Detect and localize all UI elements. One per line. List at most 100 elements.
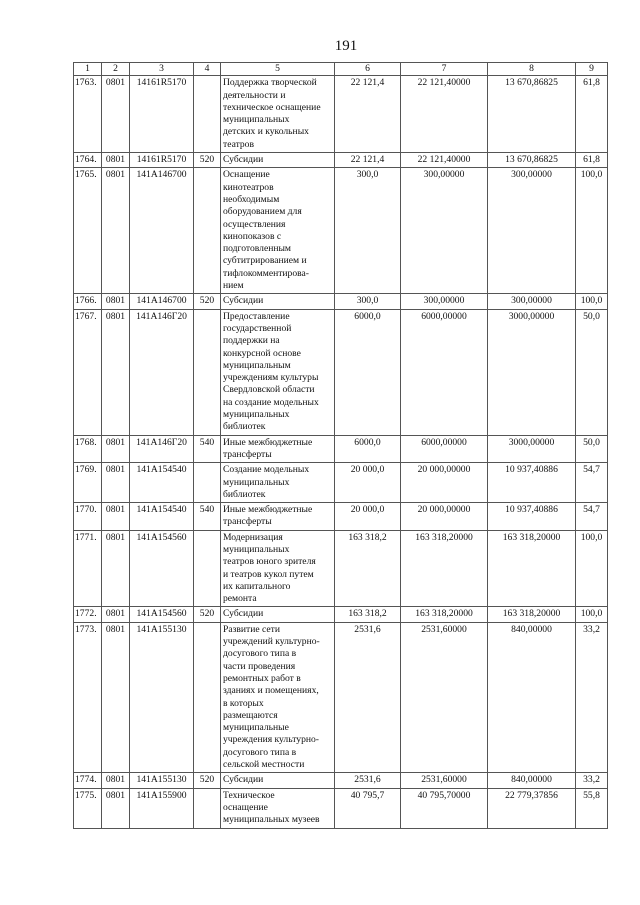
execution-percent-cell: 100,0	[575, 167, 608, 295]
description-cell: Иные межбюджетные трансферты	[220, 502, 335, 531]
execution-percent-cell: 61,8	[575, 75, 608, 154]
table-row: 1770. 0801 141A154540 540 Иные межбюджетные …	[73, 502, 608, 531]
page-number: 191	[334, 38, 358, 54]
table-row: 1763. 0801 14161R5170 Поддержка творческой …	[73, 75, 608, 154]
column-header-5: 5	[220, 61, 335, 77]
section-code-cell: 0801	[101, 529, 130, 608]
execution-percent-cell: 100,0	[575, 293, 608, 310]
description-cell: Субсидии	[220, 772, 335, 789]
target-code-cell: 141A146700	[129, 293, 194, 310]
table-row: 1768. 0801 141A146Г20 540 Иные межбюджетные …	[73, 434, 608, 464]
planned-amount-cell: 22 121,4	[334, 152, 401, 169]
expense-type-cell: 520	[193, 152, 221, 169]
description-cell: Создание модельных муниципальных библиот…	[220, 462, 335, 504]
approved-amount-cell: 6000,00000	[400, 434, 488, 464]
executed-amount-cell: 840,00000	[487, 621, 576, 774]
expense-type-cell: 520	[193, 293, 221, 310]
section-code-cell: 0801	[101, 152, 130, 169]
table-row: 1764. 0801 14161R5170 520 Субсидии 22 121,4 22…	[73, 152, 608, 169]
description-cell: Субсидии	[220, 606, 335, 623]
row-number-cell: 1763.	[73, 75, 102, 154]
description-cell: Поддержка творческой деятельности и техн…	[220, 75, 335, 154]
planned-amount-cell: 163 318,2	[334, 606, 401, 623]
approved-amount-cell: 20 000,00000	[400, 462, 488, 504]
executed-amount-cell: 3000,00000	[487, 308, 576, 436]
table-row: 1767. 0801 141A146Г20 Предоставление госуда…	[73, 308, 608, 436]
description-cell: Модернизация муниципальных театров юного…	[220, 529, 335, 608]
execution-percent-cell: 33,2	[575, 621, 608, 774]
description-cell: Предоставление государственной поддержки…	[220, 308, 335, 436]
approved-amount-cell: 22 121,40000	[400, 152, 488, 169]
execution-percent-cell: 100,0	[575, 606, 608, 623]
table-row: 1775. 0801 141A155900 Техническое оснащение…	[73, 787, 608, 829]
execution-percent-cell: 61,8	[575, 152, 608, 169]
approved-amount-cell: 163 318,20000	[400, 606, 488, 623]
approved-amount-cell: 20 000,00000	[400, 502, 488, 531]
planned-amount-cell: 6000,0	[334, 434, 401, 464]
description-cell: Техническое оснащение муниципальных музе…	[220, 787, 335, 829]
target-code-cell: 141A154540	[129, 502, 194, 531]
planned-amount-cell: 2531,6	[334, 621, 401, 774]
section-code-cell: 0801	[101, 167, 130, 295]
row-number-cell: 1774.	[73, 772, 102, 789]
description-cell: Иные межбюджетные трансферты	[220, 434, 335, 464]
table-row: 1769. 0801 141A154540 Создание модельных му…	[73, 462, 608, 504]
column-header-8: 8	[487, 61, 576, 77]
target-code-cell: 141A146700	[129, 167, 194, 295]
row-number-cell: 1767.	[73, 308, 102, 436]
column-header-3: 3	[129, 61, 194, 77]
target-code-cell: 141A146Г20	[129, 434, 194, 464]
approved-amount-cell: 6000,00000	[400, 308, 488, 436]
expense-type-cell	[193, 167, 221, 295]
column-header-1: 1	[73, 61, 102, 77]
column-header-9: 9	[575, 61, 608, 77]
expense-type-cell	[193, 462, 221, 504]
planned-amount-cell: 6000,0	[334, 308, 401, 436]
row-number-cell: 1764.	[73, 152, 102, 169]
section-code-cell: 0801	[101, 502, 130, 531]
row-number-cell: 1772.	[73, 606, 102, 623]
executed-amount-cell: 10 937,40886	[487, 462, 576, 504]
expense-type-cell: 520	[193, 606, 221, 623]
executed-amount-cell: 3000,00000	[487, 434, 576, 464]
description-cell: Оснащение кинотеатров необходимым оборуд…	[220, 167, 335, 295]
row-number-cell: 1765.	[73, 167, 102, 295]
planned-amount-cell: 300,0	[334, 167, 401, 295]
approved-amount-cell: 2531,60000	[400, 621, 488, 774]
row-number-cell: 1766.	[73, 293, 102, 310]
row-number-cell: 1775.	[73, 787, 102, 829]
execution-percent-cell: 100,0	[575, 529, 608, 608]
executed-amount-cell: 10 937,40886	[487, 502, 576, 531]
section-code-cell: 0801	[101, 606, 130, 623]
approved-amount-cell: 40 795,70000	[400, 787, 488, 829]
executed-amount-cell: 163 318,20000	[487, 529, 576, 608]
execution-percent-cell: 54,7	[575, 502, 608, 531]
planned-amount-cell: 20 000,0	[334, 502, 401, 531]
row-number-cell: 1771.	[73, 529, 102, 608]
expense-type-cell	[193, 787, 221, 829]
section-code-cell: 0801	[101, 787, 130, 829]
executed-amount-cell: 22 779,37856	[487, 787, 576, 829]
section-code-cell: 0801	[101, 462, 130, 504]
planned-amount-cell: 300,0	[334, 293, 401, 310]
target-code-cell: 14161R5170	[129, 152, 194, 169]
row-number-cell: 1768.	[73, 434, 102, 464]
executed-amount-cell: 13 670,86825	[487, 75, 576, 154]
approved-amount-cell: 22 121,40000	[400, 75, 488, 154]
planned-amount-cell: 20 000,0	[334, 462, 401, 504]
section-code-cell: 0801	[101, 293, 130, 310]
description-cell: Развитие сети учреждений культурно- досу…	[220, 621, 335, 774]
target-code-cell: 141A154540	[129, 462, 194, 504]
target-code-cell: 141A155900	[129, 787, 194, 829]
execution-percent-cell: 55,8	[575, 787, 608, 829]
execution-percent-cell: 54,7	[575, 462, 608, 504]
executed-amount-cell: 300,00000	[487, 167, 576, 295]
description-cell: Субсидии	[220, 293, 335, 310]
expense-type-cell	[193, 529, 221, 608]
planned-amount-cell: 40 795,7	[334, 787, 401, 829]
target-code-cell: 141A155130	[129, 621, 194, 774]
approved-amount-cell: 163 318,20000	[400, 529, 488, 608]
target-code-cell: 141A154560	[129, 529, 194, 608]
